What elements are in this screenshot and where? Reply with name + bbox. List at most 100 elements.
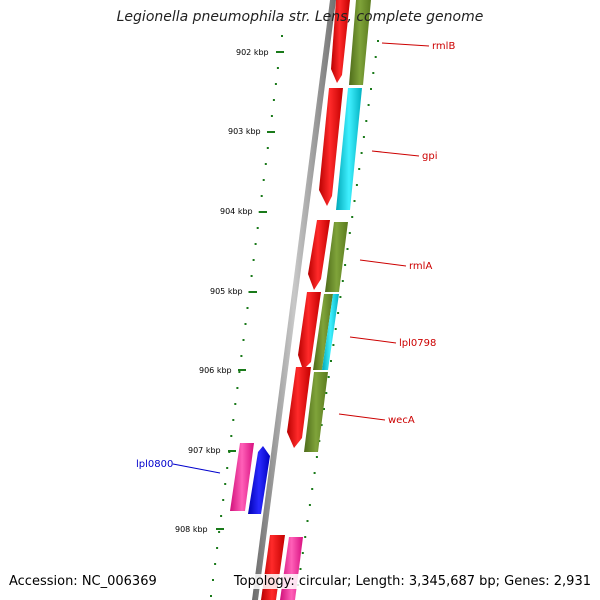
kbp-label: 903 kbp: [228, 127, 261, 136]
minor-tick: [246, 307, 249, 309]
gene-lpl0800-pink[interactable]: [230, 443, 254, 511]
minor-tick: [344, 264, 347, 266]
minor-tick: [242, 339, 245, 341]
kbp-tick: [249, 291, 257, 293]
gene-rmlA-reverse[interactable]: [325, 222, 348, 292]
leader-lpl0800: [172, 463, 221, 474]
minor-tick: [365, 120, 368, 122]
gene-wecA-reverse[interactable]: [304, 372, 328, 452]
gene-label-gpi[interactable]: gpi: [422, 151, 437, 162]
map-title: Legionella pneumophila str. Lens, comple…: [116, 9, 484, 25]
reverse-strand: [280, 0, 371, 600]
gene-gpi-forward[interactable]: [319, 88, 343, 206]
minor-tick: [220, 515, 223, 517]
gene-label-wecA[interactable]: wecA: [388, 415, 415, 426]
minor-tick: [339, 296, 342, 298]
minor-tick: [281, 35, 283, 37]
kbp-tick: [276, 51, 284, 53]
minor-tick: [266, 147, 269, 149]
minor-tick: [323, 408, 325, 410]
minor-tick: [276, 67, 279, 69]
minor-tick: [222, 499, 225, 501]
gene-label-rmlB[interactable]: rmlB: [432, 41, 455, 52]
minor-tick: [236, 387, 239, 389]
minor-tick: [274, 83, 277, 85]
tick-track: [210, 35, 283, 597]
leader-wecA: [338, 413, 386, 421]
gene-rmlB-reverse[interactable]: [349, 0, 371, 85]
minor-tick: [216, 547, 219, 549]
gene-lpl0798-forward[interactable]: [298, 292, 321, 370]
kbp-label: 902 kbp: [236, 48, 269, 57]
minor-tick: [301, 552, 304, 554]
minor-tick: [218, 531, 221, 533]
left-strand: [230, 443, 270, 514]
kbp-tick: [259, 211, 267, 213]
genome-stats-text: Topology: circular; Length: 3,345,687 bp…: [233, 574, 591, 589]
minor-tick: [262, 179, 265, 181]
kbp-label: 905 kbp: [210, 287, 243, 296]
minor-tick: [337, 312, 340, 314]
minor-tick: [313, 472, 316, 474]
minor-tick: [272, 99, 275, 101]
minor-tick: [372, 72, 375, 74]
minor-tick: [238, 371, 241, 373]
kbp-label: 906 kbp: [199, 366, 232, 375]
gene-rmlA-forward[interactable]: [308, 220, 330, 290]
minor-tick: [346, 248, 349, 250]
minor-tick: [232, 419, 235, 421]
kbp-tick: [228, 450, 236, 452]
minor-tick: [330, 360, 332, 362]
minor-tick: [353, 200, 356, 202]
minor-tick: [250, 275, 253, 277]
gene-lpl0798-reverse-olive[interactable]: [313, 294, 333, 370]
minor-tick: [320, 424, 323, 426]
minor-tick: [240, 355, 243, 357]
leader-lpl0798: [349, 336, 397, 344]
accession-text: Accession: NC_006369: [9, 574, 157, 589]
kbp-label: 908 kbp: [175, 525, 208, 534]
minor-tick: [360, 152, 363, 154]
minor-tick: [306, 520, 309, 522]
minor-tick: [304, 536, 307, 538]
minor-tick: [358, 168, 361, 170]
minor-tick: [351, 216, 354, 218]
minor-tick: [308, 504, 311, 506]
gene-labels: rmlB gpi rmlA lpl0798 wecA lpl0800: [136, 41, 455, 470]
minor-tick: [256, 227, 259, 229]
kbp-scale: 902 kbp 903 kbp 904 kbp 905 kbp 906 kbp …: [175, 48, 284, 534]
kbp-tick: [267, 131, 275, 133]
minor-tick: [327, 376, 330, 378]
minor-tick: [252, 259, 255, 261]
minor-tick: [264, 163, 267, 165]
genome-backbone: [252, 0, 336, 600]
minor-tick: [270, 115, 273, 117]
minor-tick: [254, 243, 257, 245]
minor-tick: [234, 403, 237, 405]
gene-lpl0800-blue[interactable]: [248, 446, 270, 514]
kbp-label: 907 kbp: [188, 446, 221, 455]
gene-label-lpl0800[interactable]: lpl0800: [136, 459, 173, 470]
gene-gpi-reverse[interactable]: [336, 88, 362, 210]
label-leaders: [172, 42, 430, 474]
gene-label-lpl0798[interactable]: lpl0798: [399, 338, 436, 349]
gene-label-rmlA[interactable]: rmlA: [409, 261, 432, 272]
leader-rmlA: [359, 259, 407, 267]
minor-tick: [374, 56, 377, 58]
minor-tick: [348, 232, 351, 234]
kbp-label: 904 kbp: [220, 207, 253, 216]
minor-tick: [226, 467, 229, 469]
gene-rmlB-forward[interactable]: [331, 0, 350, 83]
gene-lpl0798-reverse-cyan[interactable]: [322, 294, 339, 370]
minor-tick: [341, 280, 344, 282]
kbp-tick: [216, 528, 224, 530]
minor-tick: [210, 595, 212, 597]
minor-tick: [299, 568, 302, 570]
minor-tick: [311, 488, 314, 490]
minor-tick: [377, 40, 379, 42]
forward-strand: [261, 0, 350, 600]
gene-wecA-forward[interactable]: [287, 367, 311, 448]
minor-tick: [230, 435, 233, 437]
minor-tick: [334, 328, 337, 330]
kbp-tick: [238, 369, 246, 371]
